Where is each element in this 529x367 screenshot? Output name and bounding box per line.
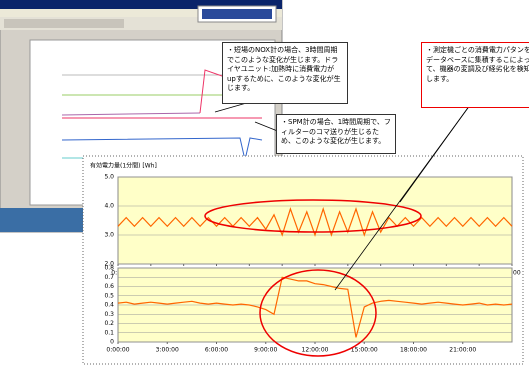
x-tick-label: 21:00:00 (449, 347, 476, 354)
x-tick-label: 18:00:00 (400, 347, 427, 354)
y-tick-label: 0.4 (104, 302, 114, 309)
x-tick-label: 0:00:00 (106, 347, 129, 354)
callout: ・短場のNOX計の場合、3時間周期でこのような変化が生じます。ドライヤユニット:… (222, 42, 348, 104)
x-tick-label: 12:00:00 (302, 347, 329, 354)
y-tick-label: 0.6 (104, 283, 114, 290)
y-tick-label: 0.5 (104, 292, 114, 299)
y-tick-label: 5.0 (104, 174, 114, 181)
callout: ・測定機ごとの消費電力パタンをデータベースに集積するこによって、機器の変調及び経… (421, 42, 529, 108)
x-tick-label: 15:00:00 (351, 347, 378, 354)
y-tick-label: 0 (110, 339, 114, 346)
plot-area (118, 177, 512, 264)
y-tick-label: 4.0 (104, 203, 114, 210)
y-tick-label: 0.8 (104, 265, 114, 272)
y-tick-label: 0.1 (104, 329, 114, 336)
x-tick-label: 9:00:00 (254, 347, 277, 354)
y-tick-label: 3.0 (104, 232, 114, 239)
chart-title: 有効電力量(1分間) [Wh] (90, 162, 157, 170)
y-tick-label: 0.7 (104, 274, 114, 281)
page: 有効電力量(1分間) [Wh] 2.03.04.05.00:001:002:00… (0, 0, 529, 367)
x-tick-label: 6:00:00 (205, 347, 228, 354)
x-tick-label: 3:00:00 (156, 347, 179, 354)
y-tick-label: 0.2 (104, 320, 114, 327)
y-tick-label: 0.3 (104, 311, 114, 318)
callout: ・SPM計の場合、1時間周期で、フィルターのコマ送りが生じるため、このような変化… (276, 114, 396, 154)
